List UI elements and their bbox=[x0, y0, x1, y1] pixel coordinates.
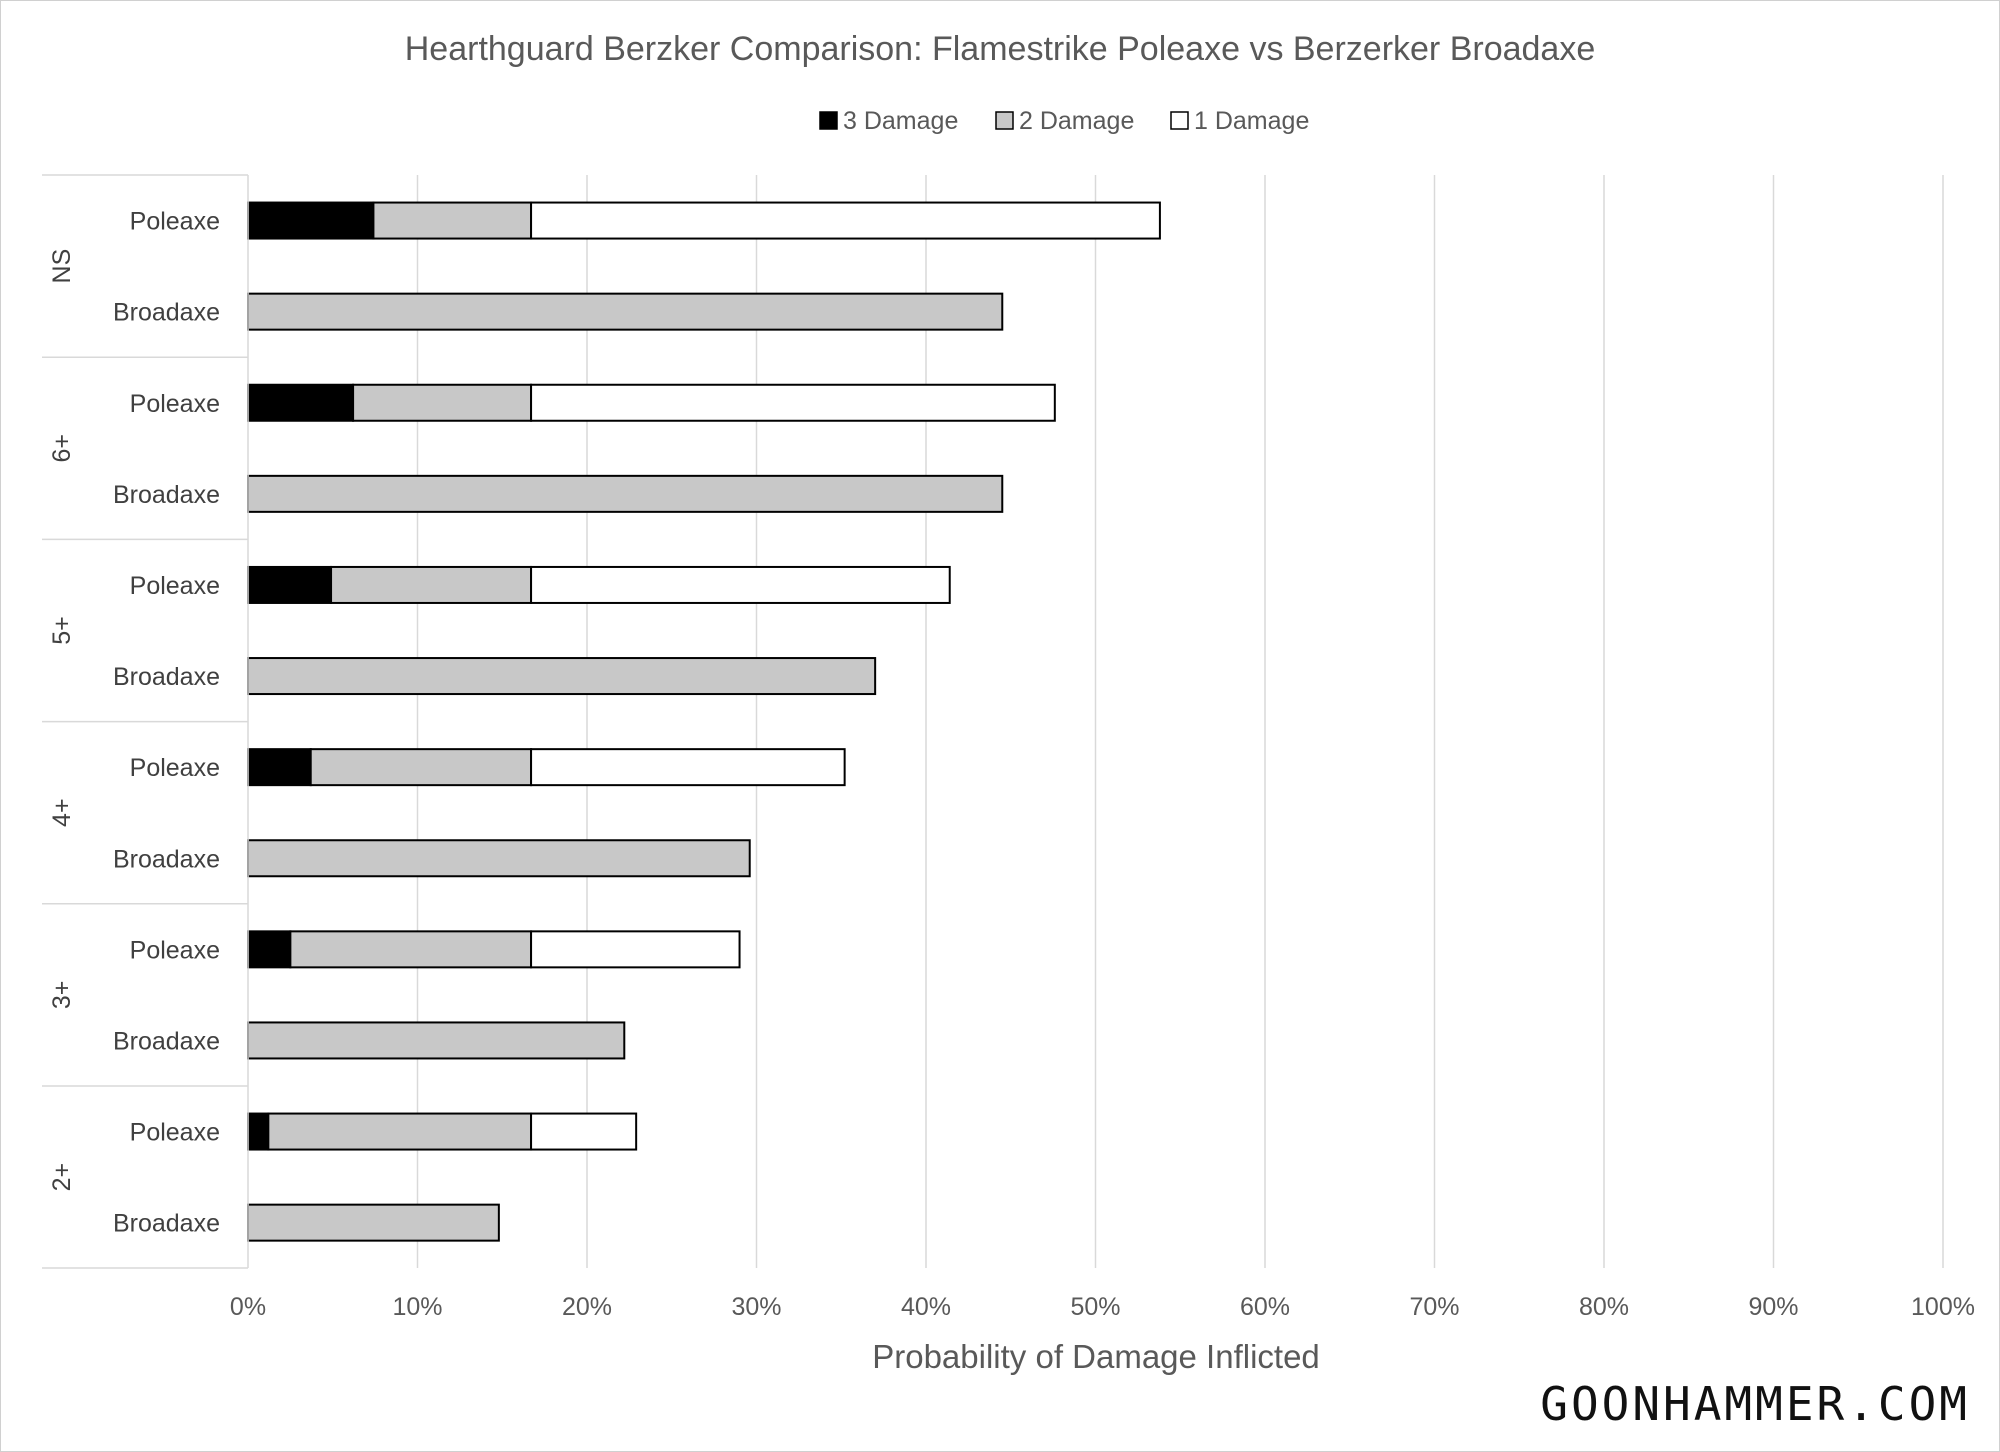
group-label: 4+ bbox=[48, 798, 76, 827]
category-label: Broadaxe bbox=[113, 299, 220, 327]
x-tick-label: 20% bbox=[562, 1293, 612, 1321]
bar-6+-poleaxe-seg3 bbox=[247, 383, 355, 422]
category-label: Broadaxe bbox=[113, 1027, 220, 1055]
legend: 3 Damage 2 Damage 1 Damage bbox=[819, 107, 1309, 135]
category-label: Poleaxe bbox=[130, 936, 220, 964]
legend-swatch-3 bbox=[1170, 111, 1189, 130]
bar-NS-broadaxe-seg2 bbox=[247, 292, 1004, 331]
x-tick-label: 30% bbox=[731, 1293, 781, 1321]
category-label: Poleaxe bbox=[130, 754, 220, 782]
category-label: Poleaxe bbox=[130, 390, 220, 418]
category-label: Poleaxe bbox=[130, 1119, 220, 1147]
group-label: 3+ bbox=[48, 981, 76, 1010]
bar-2+-poleaxe-seg3 bbox=[247, 1112, 270, 1151]
category-label: Broadaxe bbox=[113, 845, 220, 873]
bar-5+-poleaxe-seg3 bbox=[247, 565, 333, 604]
bar-4+-poleaxe-seg3 bbox=[247, 748, 312, 787]
bar-2+-poleaxe-seg2 bbox=[267, 1112, 533, 1151]
bar-2+-poleaxe-seg1 bbox=[530, 1112, 638, 1151]
bar-3+-poleaxe-seg1 bbox=[530, 930, 741, 969]
gridlines bbox=[416, 175, 1944, 1268]
x-axis-title: Probability of Damage Inflicted bbox=[872, 1338, 1320, 1375]
chart-title: Hearthguard Berzker Comparison: Flamestr… bbox=[405, 30, 1596, 68]
x-tick-label: 0% bbox=[230, 1293, 266, 1321]
bar-2+-broadaxe-seg2 bbox=[247, 1203, 500, 1242]
bar-NS-poleaxe-seg1 bbox=[530, 201, 1161, 240]
bar-5+-poleaxe-seg2 bbox=[330, 565, 533, 604]
group-label: 6+ bbox=[48, 434, 76, 463]
bar-NS-poleaxe-seg2 bbox=[372, 201, 533, 240]
x-tick-label: 100% bbox=[1911, 1293, 1975, 1321]
x-tick-label: 90% bbox=[1748, 1293, 1798, 1321]
category-label: Poleaxe bbox=[130, 572, 220, 600]
x-tick-label: 40% bbox=[901, 1293, 951, 1321]
x-tick-labels: 0% 10% 20% 30% 40% 50% 60% 70% 80% 90% 100% bbox=[230, 1293, 1975, 1321]
legend-label-1: 3 Damage bbox=[843, 107, 958, 135]
category-label: Poleaxe bbox=[130, 208, 220, 236]
x-tick-label: 10% bbox=[392, 1293, 442, 1321]
legend-label-2: 2 Damage bbox=[1019, 107, 1134, 135]
bar-5+-broadaxe-seg2 bbox=[247, 657, 877, 696]
bar-6+-poleaxe-seg1 bbox=[530, 383, 1056, 422]
category-axis: Poleaxe Broadaxe NS Poleaxe Broadaxe 6+ Poleax… bbox=[42, 174, 249, 1269]
bar-4+-broadaxe-seg2 bbox=[247, 839, 751, 878]
brand-watermark: GOONHAMMER.COM bbox=[1540, 1377, 1970, 1431]
bar-5+-poleaxe-seg1 bbox=[530, 565, 951, 604]
bar-4+-poleaxe-seg2 bbox=[309, 748, 533, 787]
x-tick-label: 60% bbox=[1240, 1293, 1290, 1321]
legend-label-3: 1 Damage bbox=[1194, 107, 1309, 135]
group-label: NS bbox=[48, 249, 76, 284]
legend-swatch-2 bbox=[995, 111, 1014, 130]
bar-3+-broadaxe-seg2 bbox=[247, 1021, 626, 1060]
bar-6+-poleaxe-seg2 bbox=[352, 383, 533, 422]
group-label: 5+ bbox=[48, 616, 76, 645]
x-tick-label: 70% bbox=[1409, 1293, 1459, 1321]
legend-swatch-1 bbox=[819, 111, 838, 130]
bar-3+-poleaxe-seg2 bbox=[289, 930, 533, 969]
bar-4+-poleaxe-seg1 bbox=[530, 748, 846, 787]
x-tick-label: 80% bbox=[1579, 1293, 1629, 1321]
bar-3+-poleaxe-seg3 bbox=[247, 930, 292, 969]
group-label: 2+ bbox=[48, 1163, 76, 1192]
bar-6+-broadaxe-seg2 bbox=[247, 474, 1004, 513]
bars bbox=[247, 201, 1161, 1242]
category-label: Broadaxe bbox=[113, 1210, 220, 1238]
category-label: Broadaxe bbox=[113, 663, 220, 691]
category-label: Broadaxe bbox=[113, 481, 220, 509]
x-tick-label: 50% bbox=[1070, 1293, 1120, 1321]
bar-NS-poleaxe-seg3 bbox=[247, 201, 375, 240]
